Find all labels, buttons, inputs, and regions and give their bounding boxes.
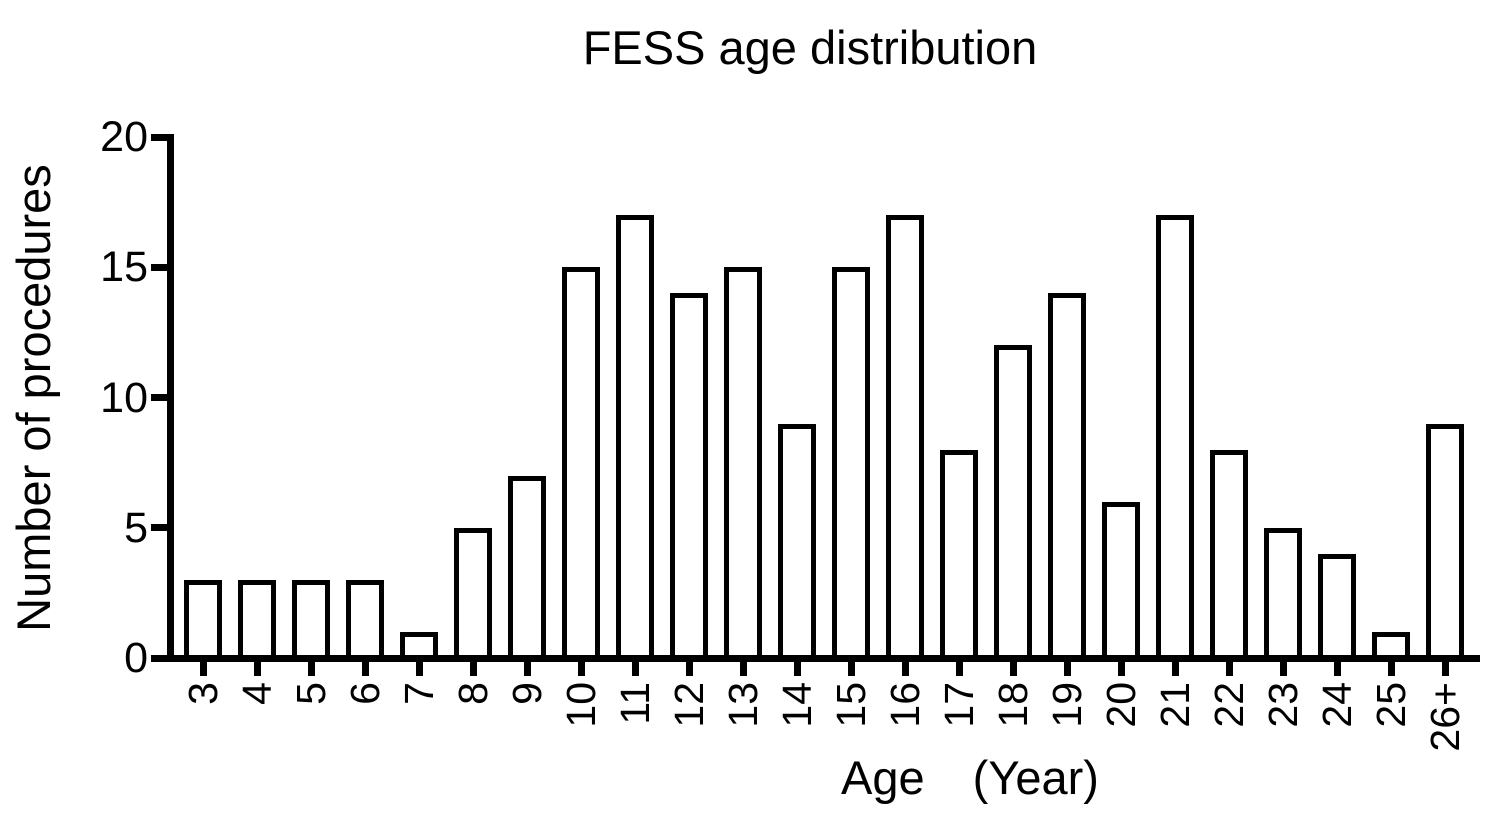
bar-18 [994, 345, 1032, 660]
bar-13 [724, 267, 762, 660]
x-tick-label-9: 9 [503, 682, 550, 705]
x-axis-tick-18 [1009, 658, 1017, 676]
x-tick-label-22: 22 [1205, 682, 1252, 728]
x-axis-title-unit: (Year) [972, 751, 1099, 804]
x-axis-tick-19 [1063, 658, 1071, 676]
x-axis-tick-13 [739, 658, 747, 676]
x-tick-label-7: 7 [395, 682, 442, 705]
x-tick-label-23: 23 [1259, 682, 1306, 728]
chart-title: FESS age distribution [582, 21, 1038, 74]
x-axis-tick-14 [793, 658, 801, 676]
bar-23 [1264, 528, 1302, 660]
x-axis-tick-23 [1279, 658, 1287, 676]
x-tick-label-8: 8 [449, 682, 496, 705]
x-tick-label-16: 16 [881, 682, 928, 728]
y-tick-label-10: 10 [100, 373, 148, 422]
x-axis-tick-25 [1387, 658, 1395, 676]
bar-12 [670, 293, 708, 660]
bar-10 [562, 267, 600, 660]
x-axis-tick-8 [469, 658, 477, 676]
bar-19 [1048, 293, 1086, 660]
x-axis-tick-11 [631, 658, 639, 676]
y-axis-tick-20 [151, 133, 168, 141]
y-axis-tick-10 [151, 394, 168, 401]
y-axis-tick-5 [151, 524, 168, 532]
x-axis-title: Age (Year) [841, 752, 1099, 804]
bar-9 [508, 476, 546, 660]
x-tick-label-3: 3 [179, 682, 226, 705]
bar-6 [346, 580, 384, 660]
x-tick-label-25: 25 [1367, 682, 1414, 728]
bar-14 [778, 424, 816, 660]
x-tick-label-18: 18 [989, 682, 1036, 728]
y-axis-tick-0 [151, 654, 168, 662]
x-tick-label-4: 4 [233, 682, 280, 705]
x-axis-tick-20 [1117, 658, 1125, 676]
x-tick-label-13: 13 [719, 682, 766, 728]
x-tick-label-5: 5 [287, 682, 334, 705]
y-tick-label-15: 15 [100, 243, 148, 292]
x-axis-tick-24 [1333, 658, 1341, 676]
x-axis-tick-15 [847, 658, 855, 676]
bar-17 [940, 450, 978, 660]
x-axis-tick-6 [361, 658, 369, 676]
x-tick-label-15: 15 [827, 682, 874, 728]
x-tick-label-12: 12 [665, 682, 712, 728]
x-axis-title-main: Age [841, 751, 925, 804]
y-tick-label-20: 20 [100, 113, 148, 161]
x-tick-label-24: 24 [1313, 682, 1360, 728]
x-axis-tick-9 [523, 658, 531, 676]
x-axis-tick-21 [1171, 658, 1179, 676]
x-tick-label-14: 14 [773, 682, 820, 728]
bar-20 [1102, 502, 1140, 660]
y-axis-tick-15 [151, 263, 168, 271]
bar-3 [184, 580, 222, 660]
y-axis-title: Number of procedures [7, 164, 60, 632]
x-axis-tick-26+ [1441, 658, 1449, 676]
bar-11 [616, 215, 654, 660]
x-tick-label-10: 10 [557, 682, 604, 728]
bar-16 [886, 215, 924, 660]
x-tick-label-17: 17 [935, 682, 982, 728]
bar-21 [1156, 215, 1194, 660]
bar-4 [238, 580, 276, 660]
x-tick-label-20: 20 [1097, 682, 1144, 728]
x-tick-label-21: 21 [1151, 682, 1198, 728]
x-axis-tick-17 [955, 658, 963, 676]
x-axis-tick-22 [1225, 658, 1233, 676]
bar-5 [292, 580, 330, 660]
x-axis-tick-10 [577, 658, 585, 676]
x-axis-tick-4 [253, 658, 261, 676]
x-axis-tick-3 [199, 658, 207, 676]
bar-15 [832, 267, 870, 660]
x-axis-line [167, 655, 1480, 662]
bar-24 [1318, 554, 1356, 660]
x-tick-label-26+: 26+ [1421, 682, 1468, 752]
y-tick-label-5: 5 [124, 503, 148, 552]
y-axis-line [167, 134, 174, 662]
x-tick-label-6: 6 [341, 682, 388, 705]
x-axis-tick-12 [685, 658, 693, 676]
y-tick-label-0: 0 [124, 634, 148, 682]
x-tick-label-11: 11 [611, 682, 658, 725]
x-axis-tick-7 [415, 658, 423, 676]
bar-26+ [1426, 424, 1464, 660]
bar-22 [1210, 450, 1248, 660]
x-axis-tick-5 [307, 658, 315, 676]
x-axis-tick-16 [901, 658, 909, 676]
x-tick-label-19: 19 [1043, 682, 1090, 728]
bar-8 [454, 528, 492, 660]
